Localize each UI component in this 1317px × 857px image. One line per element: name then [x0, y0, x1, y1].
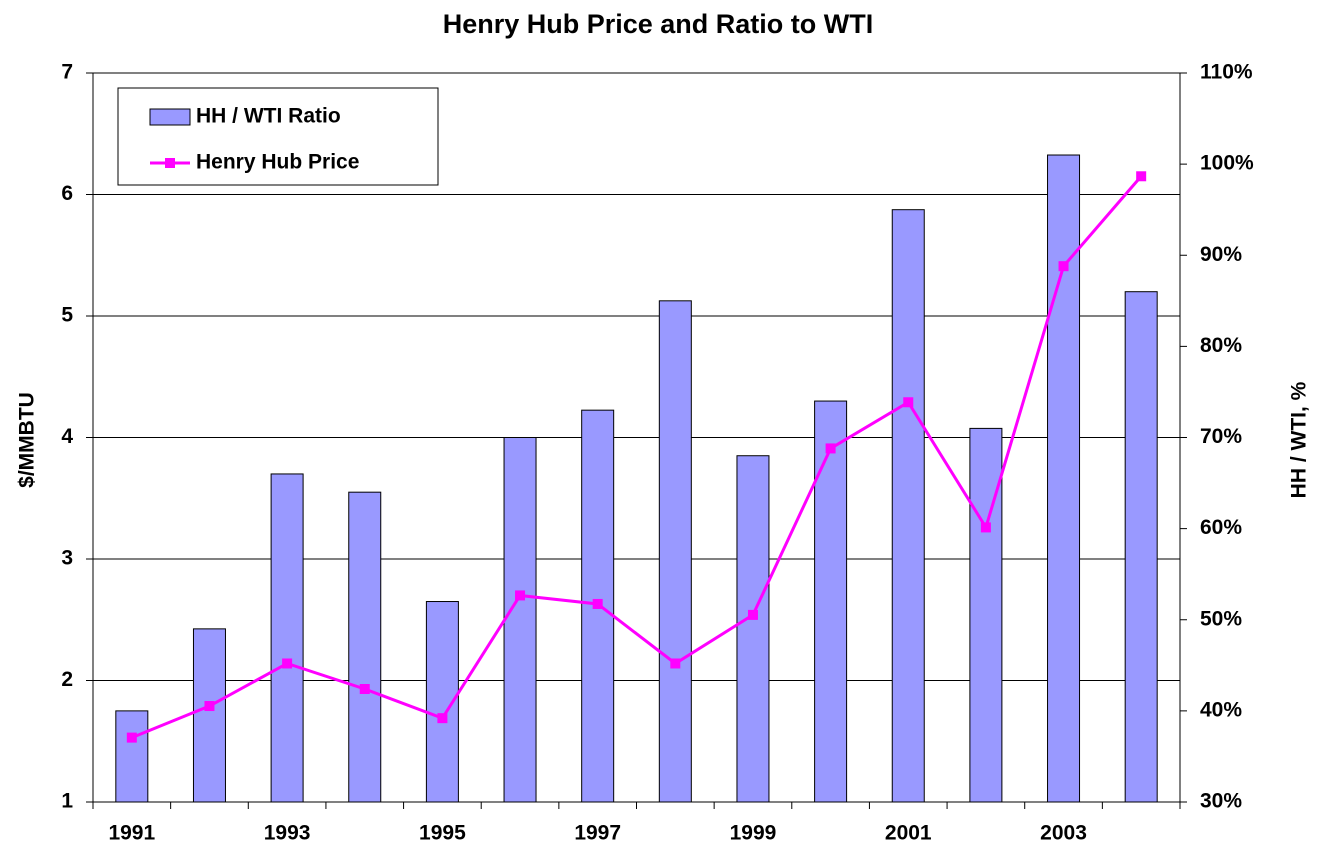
line-marker: [903, 397, 914, 408]
bar: [348, 491, 382, 803]
y-axis-label: $/MMBTU: [16, 392, 39, 488]
bar: [969, 427, 1003, 803]
y-tick-label: 2: [61, 668, 73, 691]
line-marker: [980, 522, 991, 533]
x-tick-label: 1991: [108, 822, 155, 845]
x-tick-label: 1995: [419, 822, 466, 845]
x-tick-label: 2001: [885, 822, 932, 845]
chart-title: Henry Hub Price and Ratio to WTI: [443, 9, 874, 39]
y-tick-label: 6: [61, 182, 73, 205]
legend-box: [117, 87, 439, 186]
bar: [814, 400, 848, 803]
line-marker: [1058, 261, 1069, 272]
bar: [891, 209, 925, 803]
y2-tick-label: 110%: [1200, 61, 1253, 84]
line-marker: [825, 443, 836, 454]
y2-tick-label: 50%: [1200, 607, 1242, 630]
y-tick-label: 5: [61, 304, 73, 327]
y2-tick-label: 30%: [1200, 790, 1242, 813]
line-marker: [359, 684, 370, 695]
bar: [503, 437, 537, 803]
y2-axis-label: HH / WTI, %: [1288, 381, 1311, 498]
y2-tick-label: 90%: [1200, 243, 1242, 266]
y2-tick-label: 100%: [1200, 152, 1254, 175]
x-tick-label: 1997: [574, 822, 621, 845]
legend-marker: [165, 158, 175, 168]
line-marker: [592, 598, 603, 609]
legend-label: Henry Hub Price: [196, 151, 359, 174]
y2-tick-label: 80%: [1200, 334, 1242, 357]
line-marker: [1136, 171, 1147, 182]
line: [131, 175, 1143, 739]
line-marker: [437, 713, 448, 724]
line-marker: [747, 609, 758, 620]
bar: [658, 300, 692, 803]
line-marker: [282, 658, 293, 669]
x-tick-label: 1993: [264, 822, 311, 845]
line-marker: [515, 590, 526, 601]
bar: [115, 710, 149, 803]
y2-tick-label: 60%: [1200, 516, 1242, 539]
bar: [736, 455, 770, 803]
y-tick-label: 7: [61, 61, 73, 84]
line-marker: [670, 658, 681, 669]
legend-swatch: [149, 108, 191, 126]
y-tick-label: 4: [61, 425, 73, 448]
bar: [270, 473, 304, 803]
y-tick-label: 1: [61, 790, 73, 813]
x-tick-label: 1999: [730, 822, 777, 845]
line-marker: [204, 701, 215, 712]
legend-label: HH / WTI Ratio: [196, 105, 341, 128]
x-tick-label: 2003: [1040, 822, 1087, 845]
y2-tick-label: 70%: [1200, 425, 1242, 448]
bar: [192, 628, 226, 803]
y-tick-label: 3: [61, 547, 73, 570]
line-marker: [126, 732, 137, 743]
bar: [1124, 291, 1158, 803]
y2-tick-label: 40%: [1200, 698, 1242, 721]
